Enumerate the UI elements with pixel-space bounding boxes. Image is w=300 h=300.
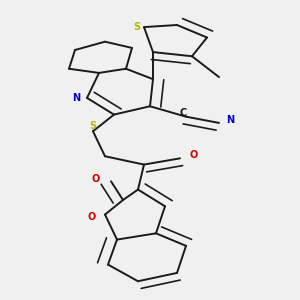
Text: C: C xyxy=(179,107,187,118)
Text: N: N xyxy=(72,93,80,103)
Text: O: O xyxy=(92,174,100,184)
Text: O: O xyxy=(189,150,197,160)
Text: S: S xyxy=(133,22,140,32)
Text: S: S xyxy=(89,121,97,131)
Text: O: O xyxy=(88,212,96,222)
Text: N: N xyxy=(226,115,234,124)
